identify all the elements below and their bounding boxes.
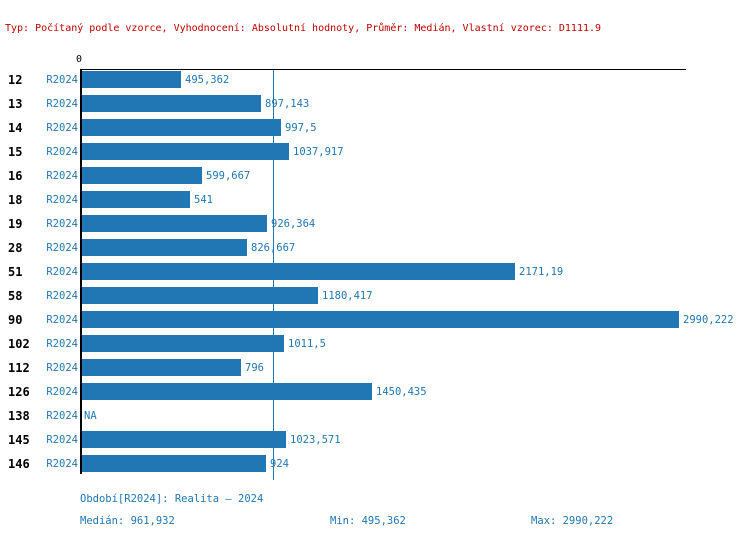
max-stat-label: Max: 2990,222 (531, 515, 614, 527)
bar-value-label: 924 (270, 458, 289, 470)
bar-value-label: 826,667 (251, 242, 296, 254)
chart-row: 112 R2024 796 (0, 356, 750, 380)
bar-value-label: 1450,435 (376, 386, 427, 398)
bar[interactable] (82, 95, 261, 112)
median-stat-label: Medián: 961,932 (80, 515, 175, 527)
row-id-label: 14 (8, 121, 23, 135)
chart-row: 146 R2024 924 (0, 452, 750, 476)
row-series-label: R2024 (46, 314, 78, 326)
row-series-label: R2024 (46, 218, 78, 230)
row-series-label: R2024 (46, 338, 78, 350)
bar-value-label: 796 (245, 362, 264, 374)
row-series-label: R2024 (46, 410, 78, 422)
x-axis-line (80, 69, 686, 70)
min-stat-label: Min: 495,362 (330, 515, 406, 527)
bar-value-label: 2990,222 (683, 314, 734, 326)
row-series-label: R2024 (46, 386, 78, 398)
bar[interactable] (82, 359, 241, 376)
chart-row: 14 R2024 997,5 (0, 116, 750, 140)
row-id-label: 90 (8, 313, 23, 327)
row-series-label: R2024 (46, 74, 78, 86)
chart-row: 90 R2024 2990,222 (0, 308, 750, 332)
row-series-label: R2024 (46, 170, 78, 182)
bar-value-label: 2171,19 (519, 266, 564, 278)
bar-value-label: 495,362 (185, 74, 230, 86)
bar-value-label: 1037,917 (293, 146, 344, 158)
chart-row: 138 R2024 NA (0, 404, 750, 428)
bar-value-label: 1180,417 (322, 290, 373, 302)
bar[interactable] (82, 311, 679, 328)
row-series-label: R2024 (46, 146, 78, 158)
row-series-label: R2024 (46, 434, 78, 446)
row-series-label: R2024 (46, 98, 78, 110)
row-id-label: 15 (8, 145, 23, 159)
chart-row: 102 R2024 1011,5 (0, 332, 750, 356)
bar[interactable] (82, 335, 284, 352)
chart-row: 18 R2024 541 (0, 188, 750, 212)
bar[interactable] (82, 143, 289, 160)
row-id-label: 58 (8, 289, 23, 303)
row-series-label: R2024 (46, 194, 78, 206)
bar[interactable] (82, 455, 266, 472)
bar[interactable] (82, 431, 286, 448)
x-axis-zero-label: 0 (76, 54, 83, 65)
row-id-label: 18 (8, 193, 23, 207)
row-id-label: 145 (8, 433, 30, 447)
bar-value-label: NA (84, 410, 97, 422)
bar-value-label: 1011,5 (288, 338, 326, 350)
bar[interactable] (82, 215, 267, 232)
row-id-label: 102 (8, 337, 30, 351)
row-series-label: R2024 (46, 122, 78, 134)
chart-row: 28 R2024 826,667 (0, 236, 750, 260)
bar[interactable] (82, 239, 247, 256)
bar[interactable] (82, 119, 281, 136)
bar-value-label: 897,143 (265, 98, 310, 110)
chart-row: 58 R2024 1180,417 (0, 284, 750, 308)
row-id-label: 28 (8, 241, 23, 255)
row-id-label: 146 (8, 457, 30, 471)
row-series-label: R2024 (46, 458, 78, 470)
chart-row: 145 R2024 1023,571 (0, 428, 750, 452)
chart-row: 12 R2024 495,362 (0, 68, 750, 92)
bar[interactable] (82, 191, 190, 208)
row-series-label: R2024 (46, 290, 78, 302)
row-series-label: R2024 (46, 362, 78, 374)
chart-row: 15 R2024 1037,917 (0, 140, 750, 164)
period-label: Období[R2024]: Realita – 2024 (80, 493, 264, 505)
row-id-label: 12 (8, 73, 23, 87)
chart-settings-header: Typ: Počítaný podle vzorce, Vyhodnocení:… (5, 23, 602, 34)
bar-value-label: 997,5 (285, 122, 317, 134)
chart-row: 126 R2024 1450,435 (0, 380, 750, 404)
y-axis-line (80, 69, 82, 474)
bar-value-label: 1023,571 (290, 434, 341, 446)
bar[interactable] (82, 263, 515, 280)
row-series-label: R2024 (46, 266, 78, 278)
row-id-label: 16 (8, 169, 23, 183)
bar[interactable] (82, 71, 181, 88)
bar[interactable] (82, 383, 372, 400)
bar-value-label: 926,364 (271, 218, 316, 230)
bar[interactable] (82, 287, 318, 304)
bar[interactable] (82, 167, 202, 184)
row-series-label: R2024 (46, 242, 78, 254)
row-id-label: 126 (8, 385, 30, 399)
row-id-label: 13 (8, 97, 23, 111)
row-id-label: 51 (8, 265, 23, 279)
row-id-label: 138 (8, 409, 30, 423)
chart-row: 51 R2024 2171,19 (0, 260, 750, 284)
row-id-label: 112 (8, 361, 30, 375)
bar-value-label: 541 (194, 194, 213, 206)
bar-value-label: 599,667 (206, 170, 251, 182)
chart-row: 19 R2024 926,364 (0, 212, 750, 236)
row-id-label: 19 (8, 217, 23, 231)
chart-row: 16 R2024 599,667 (0, 164, 750, 188)
chart-row: 13 R2024 897,143 (0, 92, 750, 116)
